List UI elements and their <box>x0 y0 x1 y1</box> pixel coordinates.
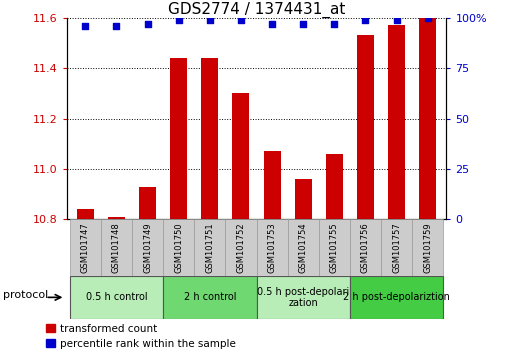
Bar <box>381 219 412 276</box>
Text: GSM101757: GSM101757 <box>392 222 401 273</box>
Legend: transformed count, percentile rank within the sample: transformed count, percentile rank withi… <box>46 324 235 349</box>
Bar <box>201 58 219 219</box>
Text: GSM101753: GSM101753 <box>268 222 277 273</box>
Bar <box>70 276 163 319</box>
Bar <box>194 219 225 276</box>
Bar <box>132 219 163 276</box>
Point <box>330 21 339 27</box>
Point <box>268 21 276 27</box>
Bar <box>419 18 436 219</box>
Bar <box>225 219 256 276</box>
Point <box>361 17 369 23</box>
Text: GSM101749: GSM101749 <box>143 222 152 273</box>
Text: 0.5 h post-depolari
zation: 0.5 h post-depolari zation <box>257 286 349 308</box>
Point <box>174 17 183 23</box>
Bar <box>139 187 156 219</box>
Point <box>81 23 89 29</box>
Point <box>112 23 121 29</box>
Text: GSM101751: GSM101751 <box>205 222 214 273</box>
Text: GSM101748: GSM101748 <box>112 222 121 273</box>
Bar <box>264 152 281 219</box>
Bar <box>170 58 187 219</box>
Bar <box>388 25 405 219</box>
Text: 0.5 h control: 0.5 h control <box>86 292 147 302</box>
Text: GSM101754: GSM101754 <box>299 222 308 273</box>
Bar <box>288 219 319 276</box>
Bar <box>108 217 125 219</box>
Bar <box>357 35 374 219</box>
Bar <box>350 219 381 276</box>
Text: 2 h control: 2 h control <box>184 292 236 302</box>
Point <box>424 15 432 21</box>
Bar <box>232 93 249 219</box>
Text: GSM101756: GSM101756 <box>361 222 370 273</box>
Bar <box>326 154 343 219</box>
Bar <box>163 219 194 276</box>
Bar <box>319 219 350 276</box>
Point <box>392 17 401 23</box>
Bar <box>350 276 443 319</box>
Text: protocol: protocol <box>3 290 49 300</box>
Bar <box>101 219 132 276</box>
Bar <box>412 219 443 276</box>
Point <box>299 21 307 27</box>
Point <box>237 17 245 23</box>
Bar <box>294 179 312 219</box>
Bar <box>77 209 94 219</box>
Bar <box>256 276 350 319</box>
Text: GSM101759: GSM101759 <box>423 222 432 273</box>
Point <box>144 21 152 27</box>
Text: GSM101752: GSM101752 <box>236 222 245 273</box>
Point <box>206 17 214 23</box>
Bar <box>163 276 256 319</box>
Text: GSM101755: GSM101755 <box>330 222 339 273</box>
Title: GDS2774 / 1374431_at: GDS2774 / 1374431_at <box>168 1 345 18</box>
Bar <box>256 219 288 276</box>
Text: GSM101747: GSM101747 <box>81 222 90 273</box>
Text: GSM101750: GSM101750 <box>174 222 183 273</box>
Text: 2 h post-depolariztion: 2 h post-depolariztion <box>343 292 450 302</box>
Bar <box>70 219 101 276</box>
